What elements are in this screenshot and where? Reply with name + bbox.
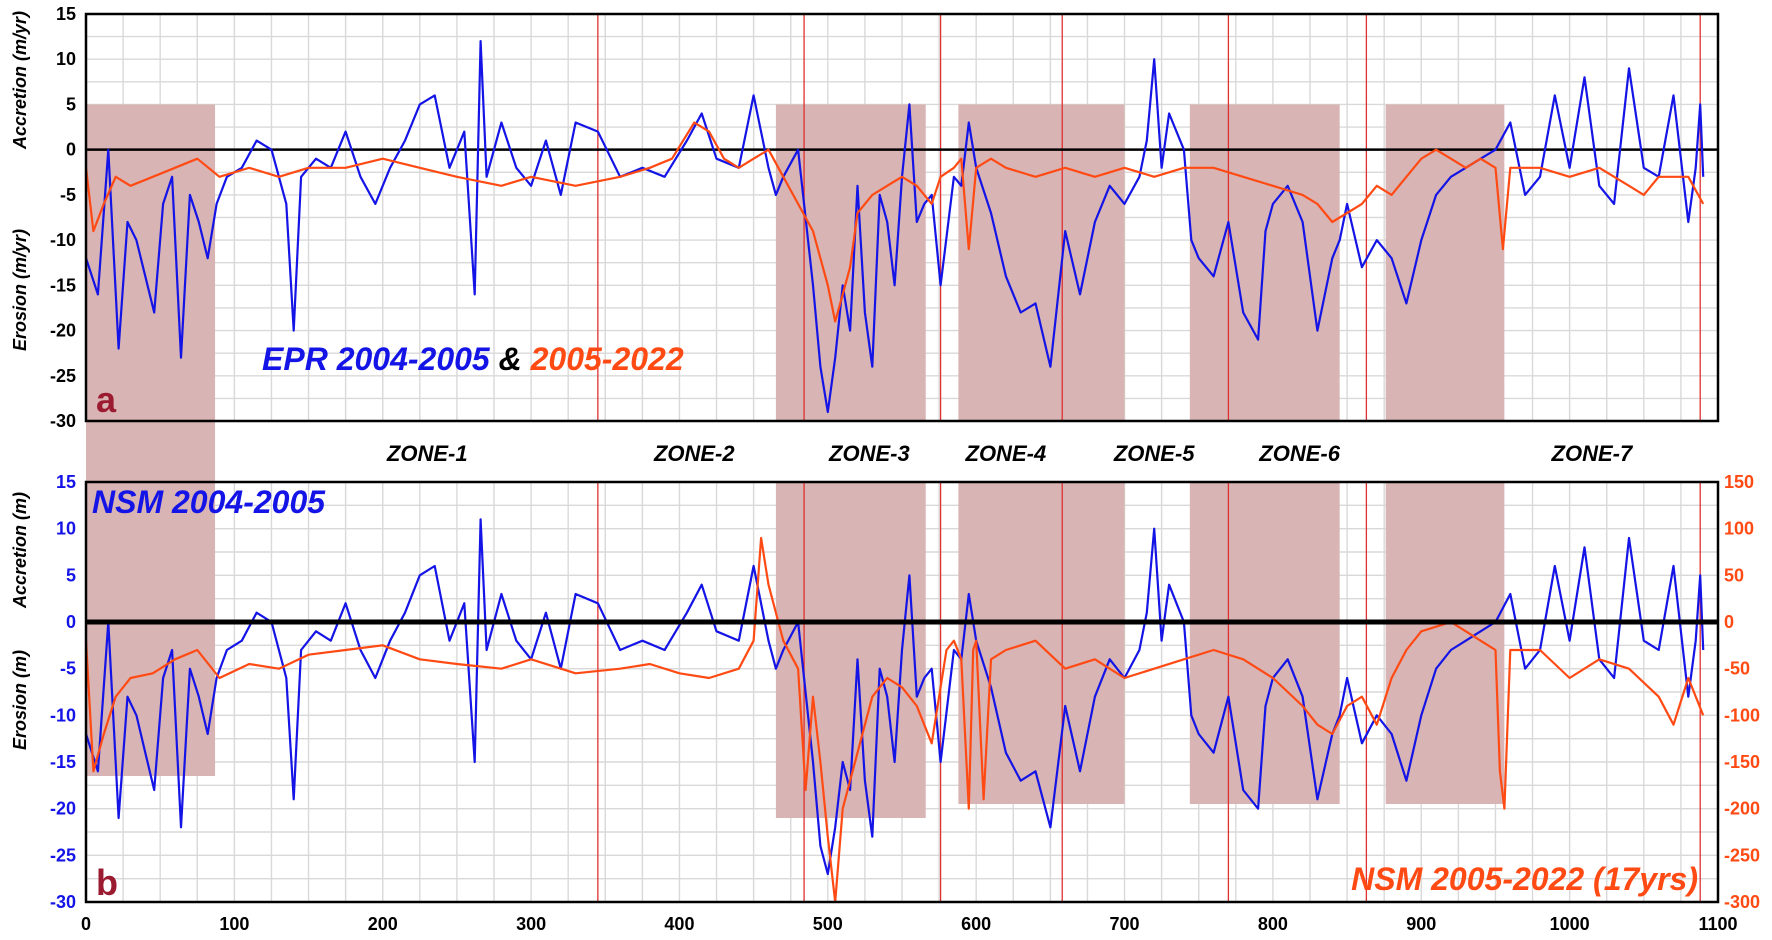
series-line-nsm-2004-2005	[84, 518, 1705, 876]
y-tick-label-b-left: -25	[50, 845, 76, 865]
x-tick-label: 100	[219, 914, 249, 934]
y-tick-label-a: -25	[50, 366, 76, 386]
y-tick-label-b-right: 0	[1724, 612, 1734, 632]
panel-a-letter: a	[96, 379, 117, 420]
shaded-region-a	[958, 104, 1125, 421]
y-tick-label-b-right: -50	[1724, 659, 1750, 679]
panel-a-ylabel-lower: Erosion (m/yr)	[10, 229, 30, 351]
y-tick-label-a: 0	[66, 140, 76, 160]
x-tick-label: 400	[664, 914, 694, 934]
y-tick-label-b-left: -10	[50, 705, 76, 725]
y-tick-label-a: -10	[50, 230, 76, 250]
panel-a-legend: EPR 2004-2005 & 2005-2022	[262, 341, 684, 377]
zone-label: ZONE-3	[828, 441, 910, 466]
x-tick-label: 700	[1110, 914, 1140, 934]
legend-amp: &	[490, 341, 531, 377]
y-tick-label-b-right: -150	[1724, 752, 1760, 772]
tick-labels: 151050-5-10-15-20-25-30151050-5-10-15-20…	[50, 4, 1760, 934]
x-tick-label: 200	[368, 914, 398, 934]
y-tick-label-a: -5	[60, 185, 76, 205]
zone-label: ZONE-7	[1551, 441, 1634, 466]
panel-b-series-label-orange: NSM 2005-2022 (17yrs)	[1351, 861, 1698, 897]
x-tick-label: 900	[1406, 914, 1436, 934]
y-tick-label-a: -30	[50, 411, 76, 431]
x-tick-label: 500	[813, 914, 843, 934]
panel-b-series-label-blue: NSM 2004-2005	[92, 484, 326, 520]
shaded-region-bridge	[86, 421, 216, 482]
series-line-epr-2005-2022	[84, 121, 1705, 323]
shaded-region-b	[1385, 482, 1505, 804]
y-tick-label-b-left: -30	[50, 892, 76, 912]
zone-label: ZONE-2	[653, 441, 735, 466]
shaded-region-a	[86, 104, 216, 421]
y-tick-label-a: -20	[50, 321, 76, 341]
y-tick-label-b-left: 0	[66, 612, 76, 632]
zone-label: ZONE-4	[965, 441, 1047, 466]
x-tick-label: 0	[81, 914, 91, 934]
y-tick-label-b-right: -200	[1724, 799, 1760, 819]
panel-b-ylabel-lower: Erosion (m)	[10, 650, 30, 750]
y-tick-label-b-left: 10	[56, 519, 76, 539]
x-tick-label: 1100	[1698, 914, 1737, 934]
x-tick-label: 1000	[1550, 914, 1590, 934]
y-tick-label-b-left: 15	[56, 472, 76, 492]
y-tick-label-a: -15	[50, 275, 76, 295]
y-tick-label-b-right: 50	[1724, 565, 1744, 585]
data-lines	[84, 39, 1718, 904]
plot-frame-b	[84, 480, 1720, 904]
y-tick-label-a: 10	[56, 49, 76, 69]
shaded-region-b	[1189, 482, 1340, 804]
zone-labels: ZONE-1 ZONE-2 ZONE-3 ZONE-4 ZONE-5 ZONE-6 ZONE…	[386, 441, 1634, 466]
y-tick-label-b-left: -15	[50, 752, 76, 772]
shaded-region-a	[1189, 104, 1340, 421]
shaded-region-b	[958, 482, 1125, 804]
x-tick-label: 800	[1258, 914, 1288, 934]
y-tick-label-b-right: -250	[1724, 845, 1760, 865]
y-tick-label-b-right: -100	[1724, 705, 1760, 725]
y-tick-label-b-right: 150	[1724, 472, 1754, 492]
panel-a-ylabel-upper: Accretion (m/yr)	[10, 11, 30, 150]
y-tick-label-b-left: -20	[50, 799, 76, 819]
plot-frame-a	[84, 12, 1720, 423]
panel-b-ylabel-upper: Accretion (m)	[10, 492, 30, 609]
legend-epr: EPR 2004-2005	[262, 341, 491, 377]
plot-frames	[84, 12, 1720, 904]
zone-label: ZONE-1	[386, 441, 468, 466]
shaded-region-a	[1385, 104, 1505, 421]
zone-boundaries	[597, 14, 1701, 902]
y-tick-label-b-right: -300	[1724, 892, 1760, 912]
x-tick-label: 600	[961, 914, 991, 934]
zone-label: ZONE-6	[1258, 441, 1340, 466]
y-tick-label-a: 15	[56, 4, 76, 24]
series-line-epr-2004-2005	[84, 39, 1705, 414]
y-tick-label-b-left: 5	[66, 565, 76, 585]
y-tick-label-b-right: 100	[1724, 519, 1754, 539]
y-tick-label-a: 5	[66, 94, 76, 114]
panel-b-letter: b	[96, 862, 118, 903]
x-tick-label: 300	[516, 914, 546, 934]
legend-2005-2022: 2005-2022	[530, 341, 684, 377]
zone-label: ZONE-5	[1113, 441, 1195, 466]
y-tick-label-b-left: -5	[60, 659, 76, 679]
